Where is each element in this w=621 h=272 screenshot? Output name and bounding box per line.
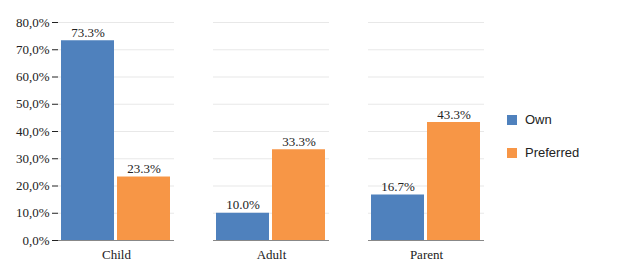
svg-text:Child: Child [102,247,131,262]
svg-text:16.7%: 16.7% [381,179,415,194]
html-text:Preferred: Preferred [525,145,580,160]
svg-text:80,0%: 80,0% [16,15,50,30]
svg-text:10,0%: 10,0% [16,205,50,220]
svg-text:43.3%: 43.3% [437,107,471,122]
svg-text:40,0%: 40,0% [16,124,50,139]
svg-text:Parent: Parent [410,247,444,262]
svg-text:73.3%: 73.3% [71,25,105,40]
html-text:Own: Own [525,112,552,127]
svg-text:0,0%: 0,0% [22,233,49,248]
svg-text:50,0%: 50,0% [16,96,50,111]
svg-text:20,0%: 20,0% [16,178,50,193]
svg-text:Adult: Adult [257,247,287,262]
svg-text:60,0%: 60,0% [16,69,50,84]
svg-text:30,0%: 30,0% [16,151,50,166]
svg-text:33.3%: 33.3% [282,134,316,149]
svg-text:70,0%: 70,0% [16,42,50,57]
svg-text:10.0%: 10.0% [226,197,260,212]
svg-text:23.3%: 23.3% [127,161,161,176]
